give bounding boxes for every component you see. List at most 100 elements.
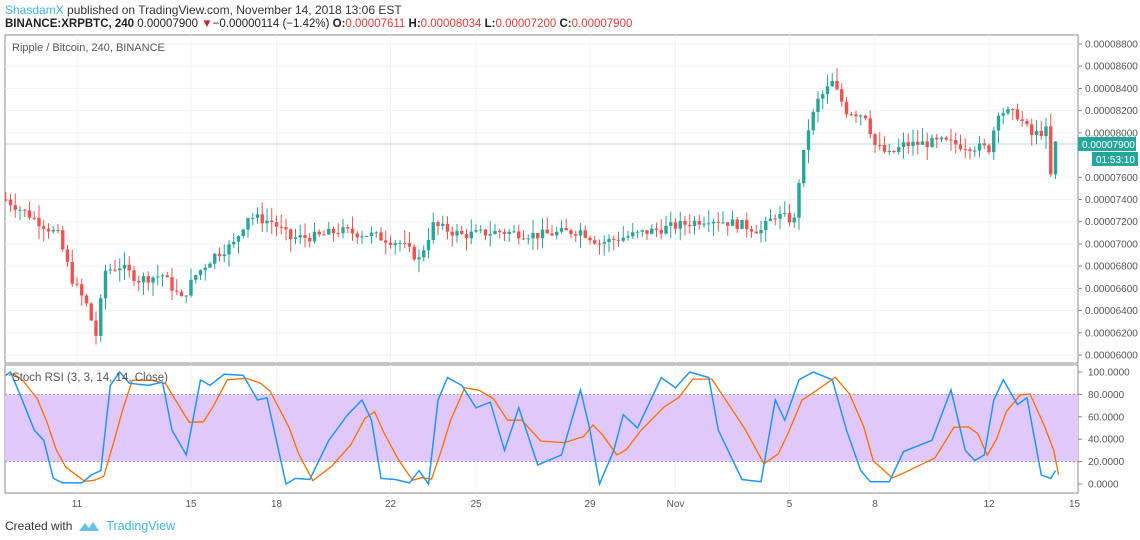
candle bbox=[854, 114, 858, 117]
y-tick-label: 0.00008200 bbox=[1085, 106, 1138, 117]
candle bbox=[550, 233, 554, 236]
candle bbox=[1030, 124, 1034, 135]
y-tick-label: 0.00006000 bbox=[1085, 351, 1138, 362]
x-tick-label: 22 bbox=[385, 499, 397, 510]
candle bbox=[521, 238, 526, 240]
candle bbox=[450, 231, 454, 236]
candle bbox=[18, 209, 22, 211]
symbol-label: BINANCE:XRPBTC, 240 bbox=[5, 18, 135, 30]
candle bbox=[260, 214, 264, 224]
candle bbox=[160, 275, 165, 277]
candle bbox=[507, 231, 511, 235]
candle bbox=[236, 236, 241, 242]
candle bbox=[930, 137, 934, 148]
candle bbox=[526, 238, 530, 240]
candle bbox=[298, 235, 302, 238]
candle bbox=[241, 229, 245, 237]
candle bbox=[783, 213, 787, 215]
candle bbox=[436, 222, 440, 226]
candle bbox=[1006, 109, 1010, 114]
candle bbox=[251, 217, 255, 219]
candle bbox=[379, 232, 383, 241]
candle bbox=[32, 217, 36, 219]
candle bbox=[346, 227, 350, 229]
candle bbox=[403, 242, 407, 244]
price-pane-title: Ripple / Bitcoin, 240, BINANCE bbox=[12, 42, 165, 54]
candle bbox=[963, 149, 967, 151]
candle bbox=[502, 232, 507, 235]
y-tick-label: 0.00007600 bbox=[1085, 173, 1138, 184]
candle bbox=[683, 220, 687, 225]
candle bbox=[89, 303, 93, 321]
candle bbox=[887, 150, 891, 152]
candle bbox=[265, 220, 269, 224]
candle bbox=[274, 222, 279, 227]
candle bbox=[365, 236, 369, 238]
last-price-badge-label: 0.00007900 bbox=[1082, 140, 1135, 151]
candle bbox=[564, 228, 568, 231]
candle bbox=[821, 94, 825, 99]
candle bbox=[360, 236, 364, 238]
candle bbox=[355, 233, 359, 238]
candle bbox=[816, 98, 820, 112]
x-tick-label: 25 bbox=[470, 499, 482, 510]
candle bbox=[764, 220, 768, 230]
candle bbox=[327, 228, 331, 235]
candle bbox=[137, 280, 141, 283]
candle bbox=[626, 236, 630, 238]
tradingview-brand-link[interactable]: TradingView bbox=[106, 519, 176, 533]
y-tick-label: 0.00008400 bbox=[1085, 84, 1138, 95]
candle bbox=[336, 233, 340, 235]
candle bbox=[1011, 109, 1015, 111]
candle bbox=[80, 284, 84, 296]
candle bbox=[198, 270, 203, 276]
created-with-text: Created with bbox=[5, 519, 73, 533]
candle bbox=[578, 230, 583, 236]
candle bbox=[745, 220, 749, 230]
candle bbox=[987, 145, 991, 153]
x-tick-label: 5 bbox=[787, 499, 793, 510]
candle bbox=[4, 199, 8, 201]
x-tick-label: 29 bbox=[584, 499, 596, 510]
candle bbox=[341, 227, 345, 234]
candle bbox=[493, 230, 497, 235]
candle bbox=[787, 213, 792, 223]
candle bbox=[94, 320, 98, 336]
candle bbox=[768, 218, 773, 221]
candle bbox=[222, 254, 226, 257]
candle bbox=[726, 222, 730, 226]
publish-info: ShasdamX published on TradingView.com, N… bbox=[5, 3, 402, 17]
candle bbox=[593, 240, 597, 244]
candle bbox=[13, 205, 17, 210]
candle bbox=[968, 149, 972, 152]
candle bbox=[412, 246, 416, 260]
y-tick-label: 0.00008600 bbox=[1085, 62, 1138, 73]
candle bbox=[103, 270, 108, 299]
candle bbox=[217, 253, 222, 257]
candle bbox=[498, 230, 502, 233]
candle bbox=[949, 139, 953, 141]
candle bbox=[996, 115, 1001, 131]
candle bbox=[65, 249, 70, 262]
candle bbox=[597, 243, 602, 245]
stoch-d-line bbox=[8, 372, 1060, 483]
candle bbox=[920, 141, 925, 145]
candle bbox=[835, 81, 839, 90]
close-label: C: bbox=[559, 18, 572, 30]
candle bbox=[925, 141, 929, 148]
candle bbox=[213, 253, 217, 264]
candle bbox=[802, 150, 806, 184]
candle bbox=[426, 239, 431, 251]
x-tick-label: 18 bbox=[271, 499, 283, 510]
y-tick-label: 0.00006800 bbox=[1085, 262, 1138, 273]
candle bbox=[1025, 120, 1029, 125]
author-link[interactable]: ShasdamX bbox=[5, 3, 64, 17]
candle bbox=[474, 230, 478, 232]
low-label: L: bbox=[484, 18, 496, 30]
candle bbox=[749, 229, 754, 232]
candle bbox=[108, 269, 112, 271]
y-tick-label: 0.00008000 bbox=[1085, 128, 1138, 139]
candle bbox=[892, 150, 896, 152]
candle bbox=[540, 229, 545, 239]
